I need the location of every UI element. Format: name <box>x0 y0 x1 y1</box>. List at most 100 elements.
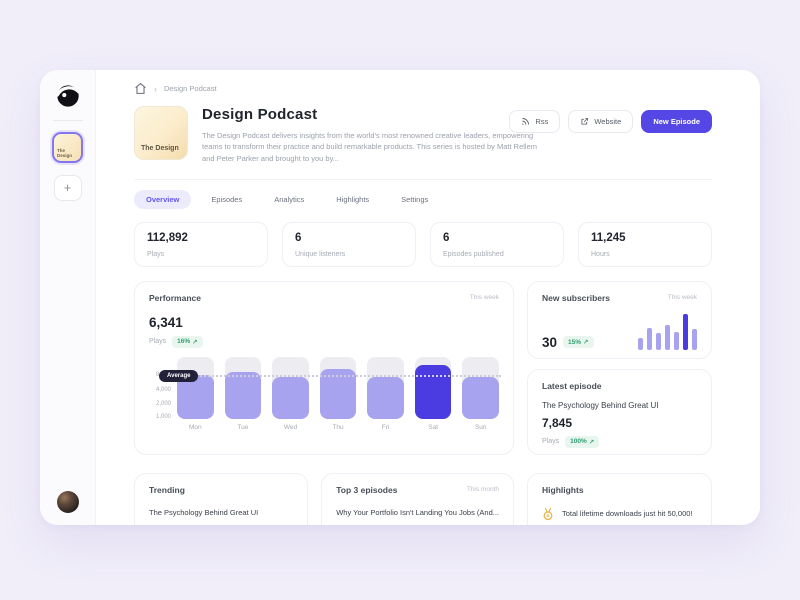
sidebar-item-design-podcast[interactable]: The Design <box>52 132 83 163</box>
breadcrumb: › Design Podcast <box>134 82 712 95</box>
bar-fill <box>177 374 214 419</box>
subscribers-period: This week <box>667 294 697 302</box>
main-content: › Design Podcast The Design Design Podca… <box>96 70 760 525</box>
stat-plays: 112,892 Plays <box>134 221 268 267</box>
stat-value: 11,245 <box>591 231 626 244</box>
stat-label: Unique listeners <box>295 250 346 258</box>
podcast-header: The Design Design Podcast The Design Pod… <box>134 106 712 164</box>
x-tick-label: Mon <box>188 423 202 431</box>
external-link-icon <box>581 118 589 125</box>
sparkline-bar <box>638 337 643 350</box>
x-tick-label: Sat <box>428 423 439 431</box>
new-subscribers-card: New subscribers This week 30 15% ↗ <box>527 280 712 359</box>
rss-button[interactable]: Rss <box>509 110 561 133</box>
sparkline-bar <box>656 332 661 350</box>
highlights-title: Highlights <box>542 484 584 495</box>
podcast-description: The Design Podcast delivers insights fro… <box>202 131 538 163</box>
top-episode-item[interactable]: Why Your Portfolio Isn't Landing You Job… <box>336 507 499 517</box>
trend-up-icon: ↗ <box>192 338 198 346</box>
header-actions: Rss Website New Episode <box>509 110 712 133</box>
sparkline-bar <box>647 327 652 350</box>
tab-analytics[interactable]: Analytics <box>274 194 305 204</box>
performance-title: Performance <box>149 292 201 303</box>
top-episodes-card: Top 3 episodes This month Why Your Portf… <box>321 472 514 525</box>
website-button-label: Website <box>594 117 622 126</box>
add-workspace-button[interactable]: + <box>53 175 82 201</box>
artwork-label: The Design <box>141 144 179 152</box>
latest-episode-metric-label: Plays <box>542 438 560 446</box>
sidebar-divider <box>52 120 83 121</box>
latest-episode-title: Latest episode <box>542 380 602 391</box>
stat-value: 6 <box>295 231 302 244</box>
sparkline-bar <box>692 328 697 350</box>
stat-label: Episodes published <box>443 250 504 258</box>
stat-label: Hours <box>591 250 610 258</box>
average-line: Average <box>159 369 501 382</box>
latest-episode-card: Latest episode The Psychology Behind Gre… <box>527 368 712 455</box>
trending-card: Trending The Psychology Behind Great UI <box>134 472 309 525</box>
x-tick-label: Wed <box>283 423 298 431</box>
bar-fill <box>462 376 500 419</box>
trend-up-icon: ↗ <box>588 438 595 446</box>
x-tick-label: Tue <box>237 423 249 431</box>
tab-settings[interactable]: Settings <box>401 194 429 204</box>
new-episode-button[interactable]: New Episode <box>641 110 712 133</box>
rss-icon <box>522 118 530 125</box>
website-button[interactable]: Website <box>568 110 634 133</box>
sparkline-bar <box>665 324 670 350</box>
rss-button-label: Rss <box>535 117 549 126</box>
subscribers-change-badge: 15% ↗ <box>563 336 594 349</box>
bar-tue <box>224 356 262 419</box>
latest-episode-value: 7,845 <box>542 415 573 430</box>
home-icon[interactable] <box>134 82 147 95</box>
user-avatar[interactable] <box>56 491 79 513</box>
top-episodes-title: Top 3 episodes <box>336 484 398 495</box>
bar-fill <box>414 365 452 419</box>
workspace-thumb-label: The Design <box>57 147 73 158</box>
stat-episodes-published: 6 Episodes published <box>430 221 564 267</box>
performance-card: Performance This week 6,341 Plays 16%↗ 8… <box>134 280 514 455</box>
page-title: Design Podcast <box>202 106 318 123</box>
tab-bar: Overview Episodes Analytics Highlights S… <box>134 178 712 209</box>
latest-episode-name[interactable]: The Psychology Behind Great UI <box>542 400 659 410</box>
chart-bars <box>177 356 500 419</box>
stat-value: 6 <box>443 231 450 244</box>
latest-episode-change-badge: 100% ↗ <box>565 435 600 448</box>
y-tick-label: 2,000 <box>155 400 171 407</box>
tab-overview[interactable]: Overview <box>134 189 192 209</box>
stats-row: 112,892 Plays 6 Unique listeners 6 Episo… <box>134 221 712 267</box>
breadcrumb-separator: › <box>154 83 157 94</box>
trending-item[interactable]: The Psychology Behind Great UI <box>149 507 259 517</box>
performance-value: 6,341 <box>149 314 183 330</box>
bar-thu <box>319 356 357 419</box>
y-tick-label: 4,000 <box>155 386 171 393</box>
subscribers-sparkline <box>638 312 697 350</box>
bar-mon <box>177 356 214 419</box>
podcast-artwork: The Design <box>134 106 188 160</box>
logo-icon[interactable] <box>55 83 81 109</box>
bar-fri <box>367 356 404 419</box>
stat-hours: 11,245 Hours <box>578 221 712 267</box>
trending-title: Trending <box>149 484 185 495</box>
bar-fill <box>272 377 309 419</box>
stat-label: Plays <box>147 250 165 258</box>
highlights-card: Highlights Total lifetime downloads just… <box>527 472 712 525</box>
tab-episodes[interactable]: Episodes <box>211 194 243 204</box>
top-episodes-period: This month <box>466 486 499 494</box>
bar-wed <box>272 356 309 419</box>
breadcrumb-current[interactable]: Design Podcast <box>164 84 217 93</box>
bar-fill <box>367 377 404 419</box>
y-tick-label: 1,000 <box>155 413 171 420</box>
stat-value: 112,892 <box>147 231 188 244</box>
tab-highlights[interactable]: Highlights <box>336 194 370 204</box>
app-window: The Design + › Design Podcast The Design… <box>40 70 760 525</box>
stat-unique-listeners: 6 Unique listeners <box>282 221 416 267</box>
sparkline-bar <box>674 331 679 350</box>
x-tick-label: Fri <box>381 423 390 431</box>
trophy-icon <box>543 507 553 520</box>
performance-metric-label: Plays <box>149 338 167 346</box>
bar-sat <box>414 356 452 419</box>
x-tick-label: Thu <box>332 423 344 431</box>
